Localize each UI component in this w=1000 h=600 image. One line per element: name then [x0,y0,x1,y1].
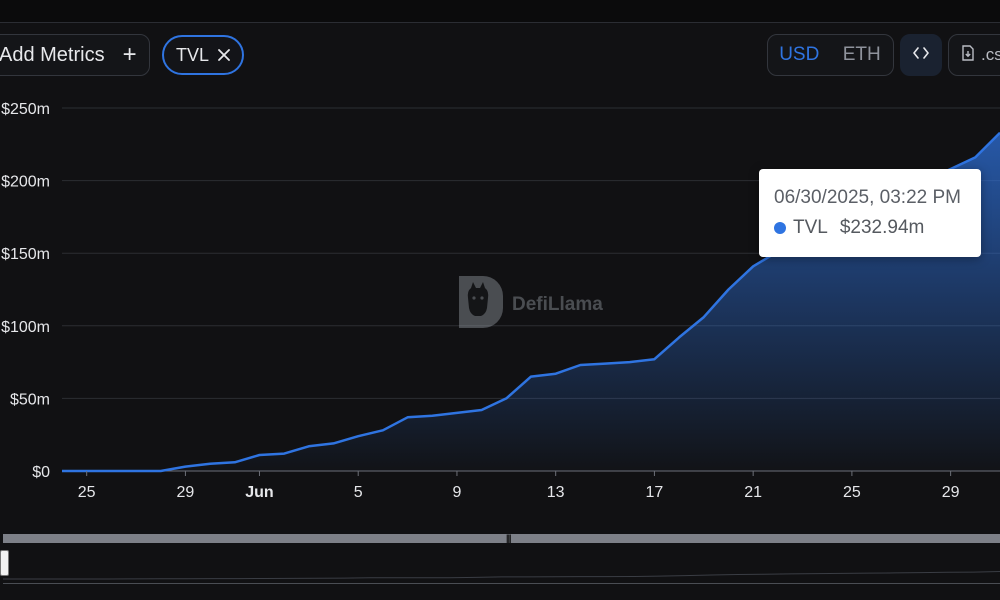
x-tick-label: 9 [452,484,461,501]
add-metrics-button[interactable]: Add Metrics + [0,34,150,76]
y-tick-label: $250m [1,101,50,118]
tooltip-date: 06/30/2025, 03:22 PM [774,187,961,208]
x-axis-ticks: 25 29 Jun 5 9 13 17 21 25 29 [78,471,960,501]
y-tick-label: $150m [1,246,50,263]
x-tick-label: 29 [942,484,960,501]
watermark-text: DefiLlama [512,293,603,315]
range-brush[interactable]: ||| [0,532,1000,584]
download-csv-button[interactable]: .csv [948,34,1000,76]
series-color-dot [774,222,786,234]
csv-label: .csv [981,45,1000,64]
tooltip-row: TVL $232.94m [774,217,981,239]
embed-button[interactable] [900,34,942,76]
x-tick-label: 21 [744,484,762,501]
x-tick-label: 25 [843,484,861,501]
tooltip-value: $232.94m [839,217,925,238]
y-tick-label: $50m [10,391,50,408]
currency-option-usd[interactable]: USD [779,44,820,65]
tooltip-series-name: TVL [793,217,828,238]
x-tick-label: 17 [646,484,664,501]
x-tick-label: 29 [177,484,195,501]
top-strip [0,0,1000,23]
tvl-area-fill [62,132,1000,471]
download-file-icon [961,44,975,66]
brush-grip-icon[interactable]: ||| [506,533,511,543]
currency-option-eth[interactable]: ETH [842,44,881,65]
currency-toggle[interactable]: USD ETH [767,34,894,76]
tvl-metric-chip[interactable]: TVL [162,35,244,75]
brush-bar[interactable] [3,534,1000,543]
chart-tooltip: 06/30/2025, 03:22 PM TVL $232.94m [759,169,981,257]
y-tick-label: $0 [32,464,50,481]
close-icon[interactable] [218,45,230,66]
plus-icon: + [122,41,137,68]
y-tick-label: $100m [1,319,50,336]
x-tick-label: 25 [78,484,96,501]
defillama-watermark: DefiLlama [453,274,603,335]
brush-left-handle[interactable] [0,550,9,576]
y-tick-label: $200m [1,174,50,191]
brush-preview-line [3,571,1000,580]
y-axis-ticks: $0 $50m $100m $150m $200m $250m [1,101,50,481]
x-tick-label: Jun [245,484,273,501]
x-tick-label: 13 [547,484,565,501]
code-brackets-icon [913,46,929,64]
llama-logo-icon [453,274,503,335]
brush-track[interactable] [3,543,1000,584]
x-tick-label: 5 [354,484,363,501]
add-metrics-label: Add Metrics [0,43,105,66]
tvl-chip-label: TVL [175,44,209,65]
